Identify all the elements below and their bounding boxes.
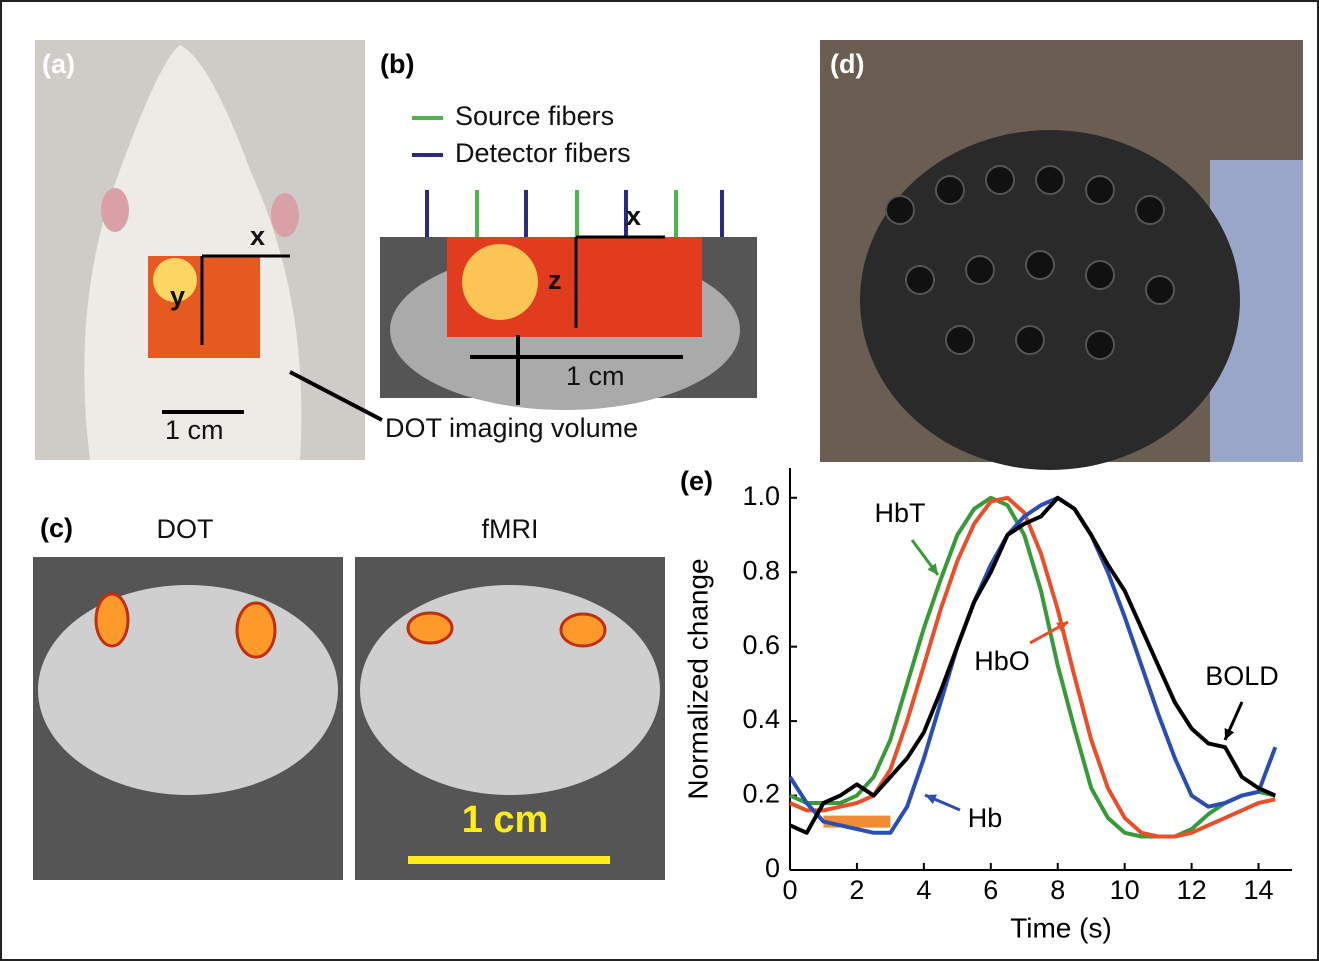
y-tick-label: 0 (765, 853, 780, 883)
scale-label: 1 cm (462, 799, 549, 841)
x-tick-label: 14 (1244, 875, 1274, 905)
x-tick-label: 0 (782, 875, 797, 905)
y-tick-label: 0.2 (742, 779, 780, 809)
panel-label: (b) (380, 49, 414, 79)
x-tick-label: 6 (983, 875, 998, 905)
figure: (a) x y 1 cm DOT imaging volume (b) Sour… (0, 0, 1319, 961)
ear (101, 188, 129, 232)
activation (237, 603, 275, 657)
scale-label: 1 cm (566, 361, 625, 391)
x-tick-label: 4 (916, 875, 931, 905)
legend-entry: Source fibers (455, 101, 614, 131)
series-label: HbO (974, 646, 1030, 676)
x-tick-label: 12 (1177, 875, 1207, 905)
scale-label: 1 cm (165, 415, 224, 445)
callout: DOT imaging volume (385, 413, 638, 443)
axis-name: x (250, 221, 265, 251)
image-title: DOT (157, 514, 214, 544)
x-tick-label: 10 (1110, 875, 1140, 905)
series-label: BOLD (1205, 661, 1279, 691)
activation (561, 614, 605, 646)
y-axis-label: Normalized change (682, 558, 713, 799)
legend-entry: Detector fibers (455, 138, 631, 168)
x-axis-label: Time (s) (1010, 912, 1112, 943)
y-tick-label: 0.4 (742, 704, 780, 734)
brain (360, 585, 660, 795)
axis-name: z (548, 265, 562, 295)
series-label: Hb (968, 803, 1003, 833)
panel-d: (d) (820, 40, 1303, 470)
axis-name: y (170, 281, 185, 311)
ear (271, 193, 299, 237)
series-label: HbT (874, 498, 925, 528)
activation (408, 613, 452, 643)
brain (38, 585, 338, 795)
x-tick-label: 2 (849, 875, 864, 905)
image-title: fMRI (482, 514, 539, 544)
x-tick-label: 8 (1050, 875, 1065, 905)
y-tick-label: 0.8 (742, 555, 780, 585)
panel-label: (d) (830, 49, 864, 79)
y-tick-label: 0.6 (742, 630, 780, 660)
y-tick-label: 1.0 (742, 481, 780, 511)
panel-label: (e) (680, 466, 713, 496)
panel-label: (a) (42, 49, 75, 79)
activation (96, 594, 128, 646)
panel-label: (c) (40, 513, 73, 543)
activation (462, 244, 538, 320)
axis-name: x (626, 201, 641, 231)
